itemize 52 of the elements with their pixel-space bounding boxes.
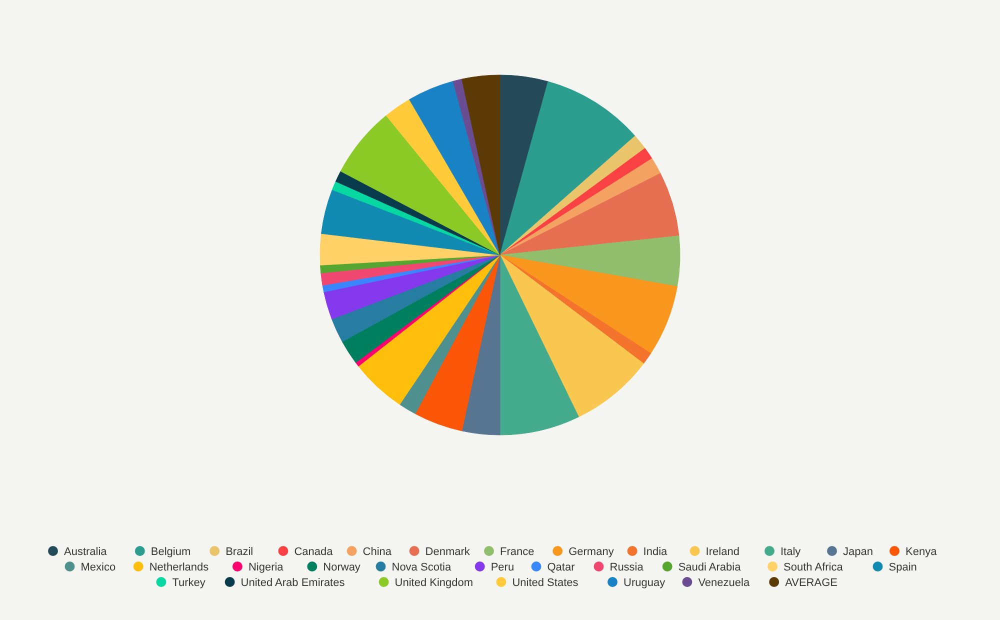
pie-slice [332,254,500,342]
legend-label: AVERAGE [785,577,838,589]
legend-label: Saudi Arabia [678,562,742,574]
legend-label: Uruguay [624,577,666,589]
legend-label: China [362,546,392,558]
legend-label: Australia [64,546,108,558]
pie-slice [400,254,500,414]
legend-label: Nova Scotia [392,562,452,574]
legend-label: Russia [610,562,644,574]
pie-slice [415,254,500,432]
legend-label: Netherlands [149,562,210,574]
legend-label: Turkey [172,577,206,589]
legend-label: Germany [568,546,614,558]
pie-slice [500,236,680,287]
legend-label: India [643,546,668,558]
pie-slice [500,173,680,256]
pie-slice [500,254,678,354]
legend-label: Ireland [706,546,740,558]
legend-label: Brazil [226,546,254,558]
pie-slice [324,254,500,320]
pie-slice [320,233,500,266]
legend-label: United Kingdom [394,577,474,589]
legend-label: Denmark [425,546,470,558]
pie-slice [500,254,652,364]
pie-slice [462,74,500,256]
legend-label: Belgium [150,546,191,558]
legend-label: Qatar [547,562,576,574]
legend-label: Nigeria [248,562,284,574]
pie-slice [340,115,500,256]
legend-label: United Arab Emirates [240,577,346,589]
pie-slice [386,99,500,256]
legend-label: United States [512,577,579,589]
legend-label: Japan [843,546,873,558]
legend-label: Kenya [906,546,938,558]
pie-slice [321,190,500,256]
pie-slice [452,78,500,256]
pie-slice [500,81,636,256]
legend-label: Spain [888,562,917,574]
pie-slice [358,254,500,405]
legend-label: Venezuela [698,577,750,589]
legend-label: Italy [780,546,802,558]
legend-label: Peru [490,562,514,574]
legend-label: France [500,546,534,558]
legend-label: South Africa [784,562,844,574]
legend-label: Canada [294,546,334,558]
pie-slice [500,254,644,418]
legend-label: Norway [323,562,361,574]
legend-label: Mexico [80,562,116,574]
pie-slice [409,80,500,256]
pie-slice [500,254,579,436]
pie-slice [320,254,500,286]
pie-slice [462,254,500,436]
